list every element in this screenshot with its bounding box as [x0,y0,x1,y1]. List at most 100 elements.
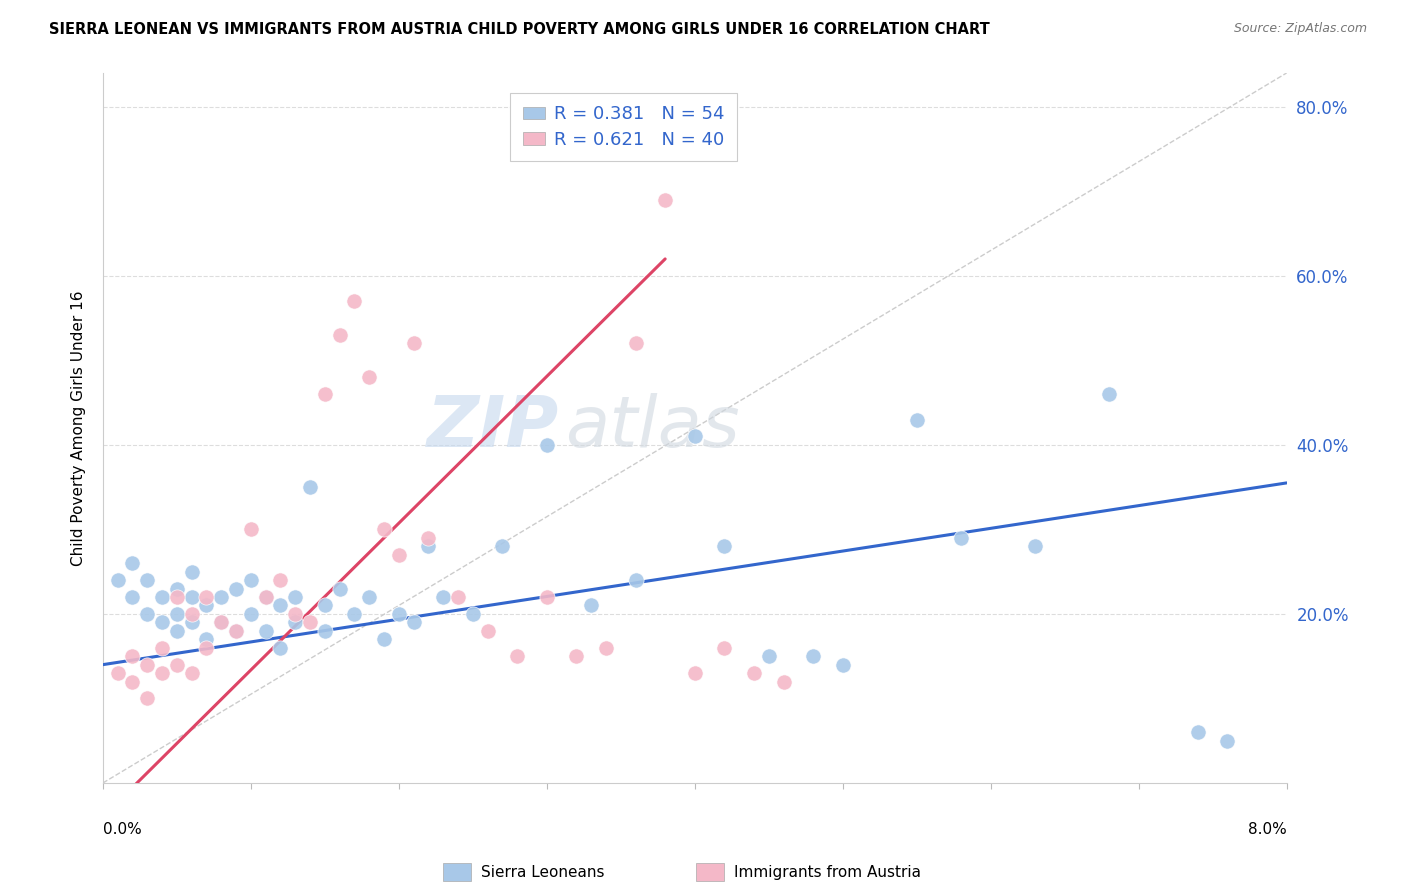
Point [359,370,381,384]
Point [269,599,291,613]
Point [713,539,735,553]
Point [742,666,765,681]
Y-axis label: Child Poverty Among Girls Under 16: Child Poverty Among Girls Under 16 [72,290,86,566]
Point [180,590,202,604]
Point [536,438,558,452]
Text: 8.0%: 8.0% [1249,822,1286,837]
Point [121,590,143,604]
Point [477,624,499,638]
Point [418,531,440,545]
Point [314,599,336,613]
Point [166,590,188,604]
Point [284,615,307,630]
Point [150,615,173,630]
Point [269,573,291,587]
Point [150,666,173,681]
Point [343,607,366,621]
Point [136,607,159,621]
Point [506,649,529,664]
Text: Immigrants from Austria: Immigrants from Austria [734,865,921,880]
Point [195,599,218,613]
Point [343,294,366,309]
Point [166,624,188,638]
Point [624,336,647,351]
Point [121,649,143,664]
Point [299,615,322,630]
Text: atlas: atlas [565,393,740,462]
Point [239,573,262,587]
Point [402,615,425,630]
Point [209,615,232,630]
Point [624,573,647,587]
Point [565,649,588,664]
Point [180,565,202,579]
Point [239,607,262,621]
Point [432,590,454,604]
Point [209,590,232,604]
Point [595,640,617,655]
Point [180,607,202,621]
Point [225,582,247,596]
Point [654,193,676,207]
Point [801,649,824,664]
Point [107,573,129,587]
Point [1098,387,1121,401]
Point [373,632,395,647]
Point [166,582,188,596]
Point [1187,725,1209,739]
Legend: R = 0.381   N = 54, R = 0.621   N = 40: R = 0.381 N = 54, R = 0.621 N = 40 [510,93,737,161]
Point [195,590,218,604]
Text: ZIP: ZIP [426,393,558,462]
Point [359,590,381,604]
Point [166,657,188,672]
Point [180,666,202,681]
Point [388,607,411,621]
Point [402,336,425,351]
Point [905,412,928,426]
Point [239,523,262,537]
Point [150,590,173,604]
Point [195,640,218,655]
Point [121,674,143,689]
Point [209,615,232,630]
Text: Sierra Leoneans: Sierra Leoneans [481,865,605,880]
Point [269,640,291,655]
Point [136,573,159,587]
Point [195,632,218,647]
Point [579,599,602,613]
Point [713,640,735,655]
Point [491,539,513,553]
Point [388,548,411,562]
Point [180,615,202,630]
Text: SIERRA LEONEAN VS IMMIGRANTS FROM AUSTRIA CHILD POVERTY AMONG GIRLS UNDER 16 COR: SIERRA LEONEAN VS IMMIGRANTS FROM AUSTRI… [49,22,990,37]
Point [758,649,780,664]
Point [772,674,794,689]
Point [107,666,129,681]
Point [461,607,484,621]
Text: Source: ZipAtlas.com: Source: ZipAtlas.com [1233,22,1367,36]
Text: 0.0%: 0.0% [103,822,142,837]
Point [121,556,143,570]
Point [299,480,322,494]
Point [225,624,247,638]
Point [950,531,973,545]
Point [1024,539,1046,553]
Point [683,429,706,443]
Point [284,590,307,604]
Point [447,590,470,604]
Point [373,523,395,537]
Point [1216,733,1239,747]
Point [418,539,440,553]
Point [831,657,853,672]
Point [225,624,247,638]
Point [254,590,277,604]
Point [136,691,159,706]
Point [254,590,277,604]
Point [150,640,173,655]
Point [314,624,336,638]
Point [254,624,277,638]
Point [314,387,336,401]
Point [166,607,188,621]
Point [136,657,159,672]
Point [329,328,352,343]
